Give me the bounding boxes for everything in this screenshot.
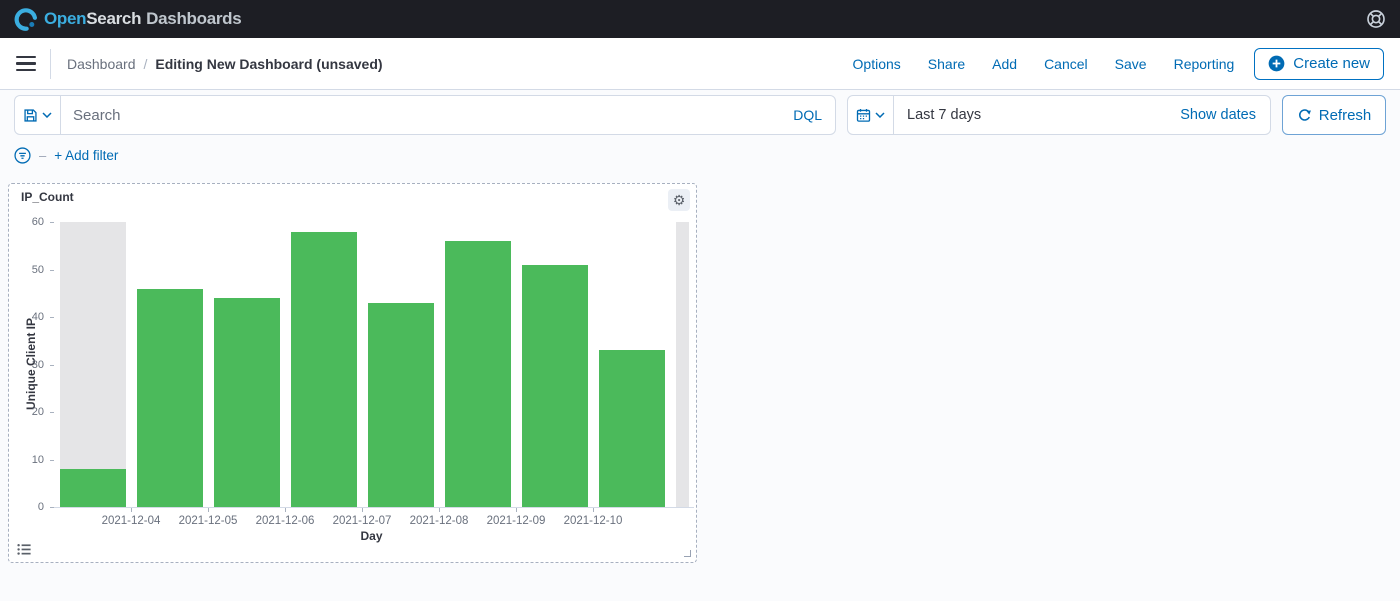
saved-queries-button[interactable]	[15, 96, 61, 134]
histogram-bar[interactable]	[290, 231, 357, 507]
legend-list-icon	[17, 543, 31, 556]
x-tick-label: 2021-12-10	[563, 515, 623, 527]
y-tick-label: 20	[31, 406, 44, 418]
help-ring-icon	[1366, 9, 1386, 29]
histogram-bar[interactable]	[59, 469, 126, 507]
y-tick-label: 0	[37, 501, 44, 513]
dashboard-viewport: IP_Count ⚙ Unique Client IP 0 10 20 30 40 50 6…	[0, 168, 1400, 563]
panel-resize-handle[interactable]	[684, 550, 691, 557]
add-filter-button[interactable]: + Add filter	[54, 147, 119, 163]
create-new-label: Create new	[1293, 55, 1370, 72]
histogram-bar[interactable]	[136, 288, 203, 507]
histogram-bar[interactable]	[213, 298, 280, 507]
x-tick-label: 2021-12-09	[486, 515, 546, 527]
visualization-panel: IP_Count ⚙ Unique Client IP 0 10 20 30 40 50 6…	[8, 183, 697, 563]
show-dates-button[interactable]: Show dates	[1180, 107, 1256, 123]
x-tick-label: 2021-12-06	[255, 515, 315, 527]
histogram-bar[interactable]	[444, 241, 511, 507]
y-tick-label: 30	[31, 358, 44, 371]
x-tick-label: 2021-12-04	[101, 515, 161, 527]
top-nav-menu: Options Share Add Cancel Save Reporting	[853, 56, 1235, 72]
y-tick-mark	[50, 507, 54, 508]
options-button[interactable]: Options	[852, 55, 901, 72]
x-tick-mark	[362, 508, 363, 512]
y-tick-mark	[50, 222, 54, 223]
panel-title[interactable]: IP_Count	[21, 190, 74, 204]
histogram-bar[interactable]	[598, 350, 665, 507]
x-tick-mark	[131, 508, 132, 512]
breadcrumb-dashboard[interactable]: Dashboard	[67, 55, 136, 72]
y-tick-mark	[50, 364, 54, 366]
refresh-button[interactable]: Refresh	[1282, 95, 1386, 135]
y-tick-mark	[50, 459, 54, 461]
y-axis: 0 10 20 30 40 50 60	[9, 216, 54, 513]
opensearch-logo-icon	[14, 7, 37, 31]
menu-icon[interactable]	[16, 55, 36, 72]
reporting-button[interactable]: Reporting	[1173, 55, 1235, 72]
breadcrumb-separator: /	[143, 55, 148, 72]
y-tick-mark	[50, 412, 54, 413]
calendar-icon	[856, 108, 871, 123]
x-tick-mark	[439, 508, 440, 512]
partial-bucket-backdrop	[675, 222, 689, 507]
y-tick-label: 40	[31, 311, 44, 323]
query-language-button[interactable]: DQL	[793, 107, 822, 123]
chevron-down-icon	[875, 112, 885, 118]
nav-row: Dashboard / Editing New Dashboard (unsav…	[0, 38, 1400, 90]
refresh-icon	[1297, 108, 1312, 123]
x-tick-label: 2021-12-08	[409, 515, 469, 527]
filter-bar: – + Add filter	[0, 142, 1400, 168]
x-tick-label: 2021-12-05	[178, 515, 238, 527]
filter-dash: –	[39, 147, 47, 163]
gear-icon: ⚙	[672, 192, 686, 208]
help-menu-button[interactable]	[1366, 9, 1386, 29]
date-range-value[interactable]: Last 7 days	[907, 107, 982, 123]
x-axis-line	[54, 507, 694, 508]
add-button[interactable]: Add	[992, 55, 1018, 72]
x-tick-label: 2021-12-07	[332, 515, 392, 527]
plus-circle-icon	[1268, 55, 1285, 72]
panel-options-button[interactable]: ⚙	[668, 189, 690, 211]
histogram-bar[interactable]	[367, 302, 434, 507]
plot-area	[54, 222, 689, 507]
nav-divider	[50, 48, 51, 79]
histogram-bar[interactable]	[521, 264, 588, 507]
breadcrumb-current: Editing New Dashboard (unsaved)	[155, 55, 383, 72]
legend-toggle-button[interactable]	[17, 543, 31, 556]
search-box: DQL	[14, 95, 836, 135]
chevron-down-icon	[42, 112, 52, 118]
date-picker: Last 7 days Show dates	[847, 95, 1271, 135]
refresh-label: Refresh	[1318, 106, 1372, 124]
share-button[interactable]: Share	[927, 55, 966, 72]
partial-bucket-backdrop	[59, 222, 126, 507]
create-new-button[interactable]: Create new	[1254, 47, 1384, 80]
quick-select-button[interactable]	[848, 96, 894, 134]
y-tick-mark	[50, 269, 54, 271]
x-tick-mark	[208, 508, 209, 512]
x-tick-mark	[516, 508, 517, 512]
save-button[interactable]: Save	[1114, 55, 1147, 72]
save-query-icon	[23, 108, 38, 123]
app-header: Open Search Dashboards	[0, 0, 1400, 38]
y-tick-label: 60	[31, 216, 44, 228]
x-axis-title: Day	[360, 529, 383, 543]
x-tick-mark	[593, 508, 594, 512]
filter-icon[interactable]	[14, 146, 31, 164]
query-bar: DQL Last 7 days Show dates Refresh	[0, 90, 1400, 142]
y-tick-mark	[50, 317, 54, 318]
y-tick-label: 10	[31, 453, 44, 466]
breadcrumb: Dashboard / Editing New Dashboard (unsav…	[67, 56, 383, 72]
x-tick-mark	[285, 508, 286, 512]
app-title: Open Search Dashboards	[44, 9, 242, 28]
search-input[interactable]	[61, 96, 781, 134]
cancel-button[interactable]: Cancel	[1044, 55, 1088, 72]
opensearch-logo[interactable]: Open Search Dashboards	[14, 7, 242, 31]
x-axis: 2021-12-04 2021-12-05 2021-12-06 2021-12-07…	[54, 507, 689, 531]
y-tick-label: 50	[31, 263, 44, 276]
